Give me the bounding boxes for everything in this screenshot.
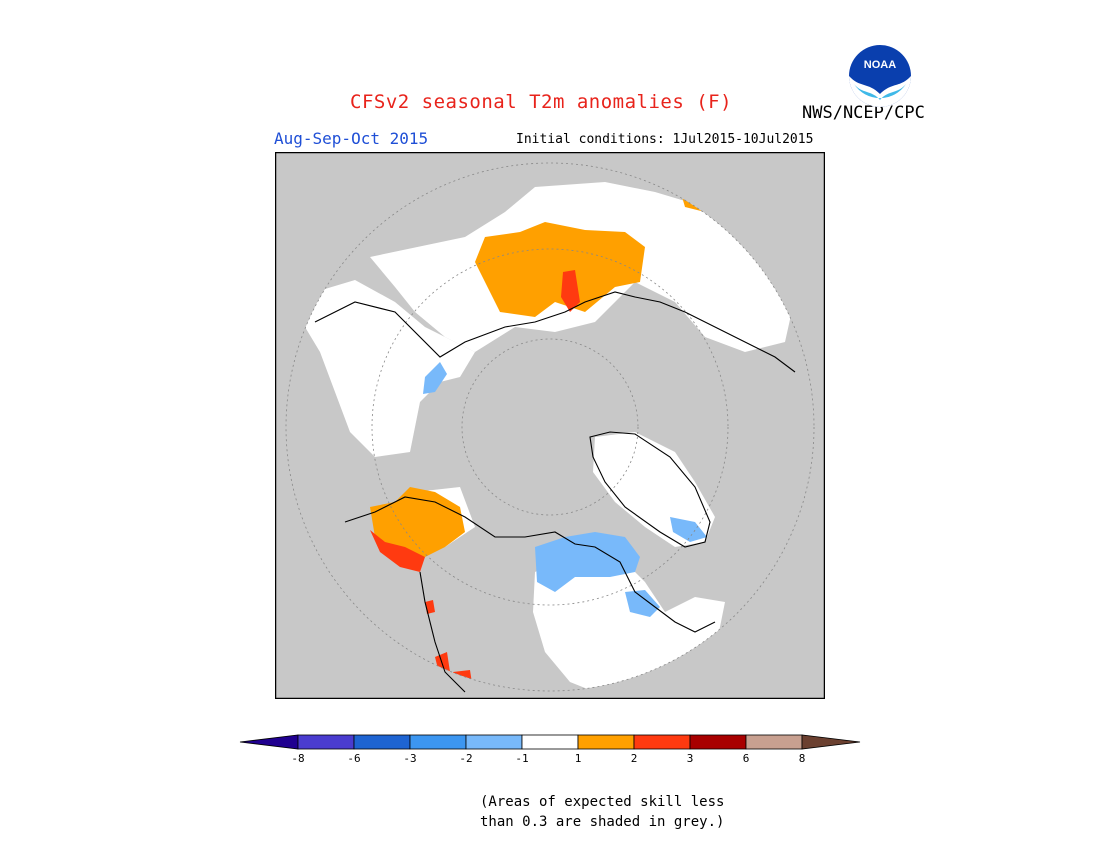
colorbar-tick-label: -8 xyxy=(291,752,304,765)
coastline-greenland xyxy=(589,431,711,548)
colorbar-arrow-high xyxy=(801,734,861,750)
coastline-north-america xyxy=(344,496,716,633)
agency-label: NWS/NCEP/CPC xyxy=(802,103,925,123)
season-label: Aug-Sep-Oct 2015 xyxy=(274,129,429,148)
colorbar-tick-label: -1 xyxy=(515,752,528,765)
colorbar-swatch xyxy=(465,734,523,750)
colorbar-swatch xyxy=(689,734,747,750)
colorbar-swatch xyxy=(633,734,691,750)
red-region-kamchatka xyxy=(561,270,580,312)
colorbar-tick-label: -2 xyxy=(459,752,472,765)
colorbar-swatch xyxy=(577,734,635,750)
colorbar-arrow-low xyxy=(239,734,299,750)
blue-region-greenland-south xyxy=(670,517,707,542)
coastline-pacific-nw xyxy=(419,571,466,693)
colorbar: -8 -6 -3 -2 -1 1 2 3 6 8 xyxy=(239,734,861,765)
white-region-greenland xyxy=(593,432,715,547)
colorbar-tick-label: 8 xyxy=(799,752,806,765)
colorbar-swatch xyxy=(409,734,467,750)
colorbar-tick-label: 2 xyxy=(631,752,638,765)
noaa-logo: NOAA xyxy=(849,45,911,107)
white-region-europe xyxy=(305,280,475,457)
skill-note-line-2: than 0.3 are shaded in grey.) xyxy=(480,814,725,830)
map-title: CFSv2 seasonal T2m anomalies (F) xyxy=(350,91,733,113)
blue-region-hudson-bay xyxy=(535,532,640,592)
colorbar-swatch xyxy=(521,734,579,750)
skill-note-line-1: (Areas of expected skill less xyxy=(480,794,725,810)
colorbar-swatch xyxy=(297,734,355,750)
orange-region-siberia xyxy=(475,222,645,317)
orange-region-alaska xyxy=(370,487,465,557)
polar-map xyxy=(275,152,825,699)
colorbar-swatch xyxy=(353,734,411,750)
colorbar-tick-label: -6 xyxy=(347,752,360,765)
skill-note: (Areas of expected skill less than 0.3 a… xyxy=(480,792,724,832)
colorbar-tick-label: 1 xyxy=(575,752,582,765)
colorbar-tick-label: -3 xyxy=(403,752,416,765)
noaa-logo-text: NOAA xyxy=(864,59,896,71)
colorbar-tick-label: 3 xyxy=(687,752,694,765)
colorbar-tick-label: 6 xyxy=(743,752,750,765)
coastline-eurasia xyxy=(314,291,796,373)
white-region-north-america xyxy=(533,552,725,691)
blue-region-labrador xyxy=(625,590,660,617)
initial-conditions-label: Initial conditions: 1Jul2015-10Jul2015 xyxy=(516,132,814,147)
red-region-alaska-coast xyxy=(370,530,425,572)
colorbar-swatch xyxy=(745,734,803,750)
blue-region-scandinavia xyxy=(423,362,447,394)
